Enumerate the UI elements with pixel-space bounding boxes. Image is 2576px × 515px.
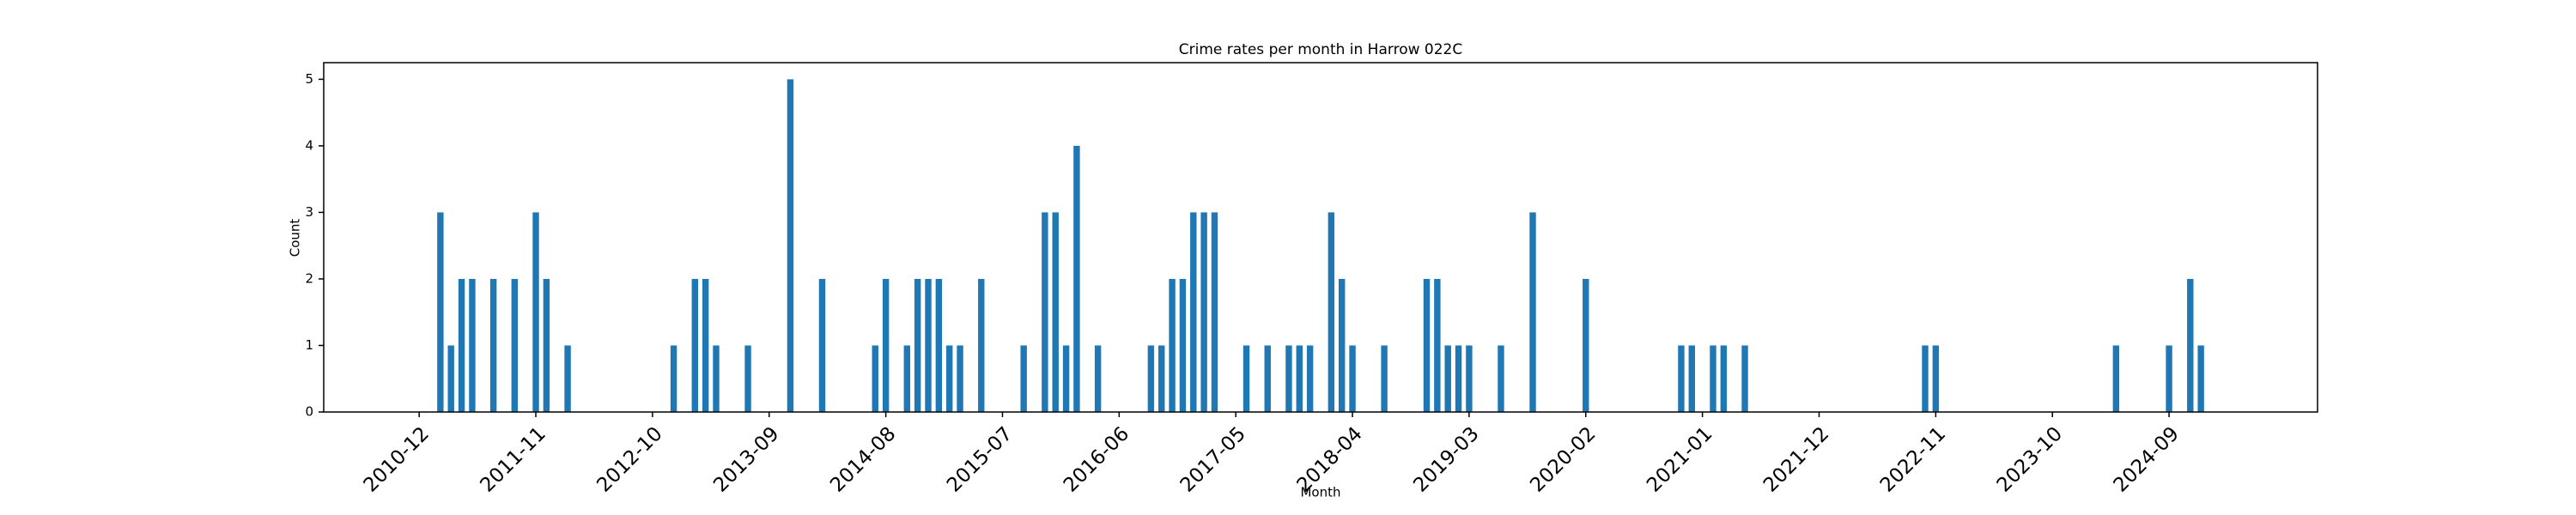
bar: [489, 278, 497, 412]
y-tick-label: 2: [305, 270, 313, 286]
bar: [903, 345, 911, 412]
bar: [1147, 345, 1155, 412]
bar: [1200, 212, 1207, 412]
plot-frame: [323, 62, 2318, 413]
bar: [543, 278, 550, 412]
bar: [978, 278, 985, 412]
bar: [1678, 345, 1685, 412]
bar: [691, 278, 698, 412]
bar: [2187, 278, 2194, 412]
bar: [1932, 345, 1940, 412]
bar: [882, 278, 890, 412]
bar: [1158, 345, 1165, 412]
bar: [935, 278, 943, 412]
bar: [1423, 278, 1431, 412]
bar: [1327, 212, 1335, 412]
bar: [1285, 345, 1292, 412]
bar: [1296, 345, 1303, 412]
bar: [1094, 345, 1102, 412]
bar: [1073, 145, 1080, 412]
bar: [1498, 345, 1504, 412]
bar: [1466, 345, 1473, 412]
y-axis-label: Count: [288, 219, 303, 258]
bar: [564, 345, 571, 412]
bar: [713, 345, 720, 412]
bar: [1349, 345, 1356, 412]
bar: [1179, 278, 1187, 412]
bar: [925, 278, 932, 412]
bar: [1381, 345, 1388, 412]
bar: [1583, 278, 1589, 412]
bar: [1922, 345, 1929, 412]
bar: [1190, 212, 1197, 412]
bar: [1688, 345, 1695, 412]
bar: [670, 345, 677, 412]
y-tick-label: 5: [305, 71, 313, 87]
bar: [1306, 345, 1314, 412]
bar: [1052, 212, 1059, 412]
bar: [1042, 212, 1048, 412]
bar: [2166, 345, 2172, 412]
bar: [1169, 278, 1176, 412]
bar: [946, 345, 953, 412]
bar: [1444, 345, 1451, 412]
bar: [2112, 345, 2120, 412]
bar: [957, 345, 963, 412]
bar: [1062, 345, 1070, 412]
bar: [1455, 345, 1462, 412]
bar: [872, 345, 878, 412]
bar: [1434, 278, 1441, 412]
bar: [1242, 345, 1250, 412]
bar: [437, 212, 444, 412]
x-axis-label: Month: [1300, 485, 1340, 500]
bar: [744, 345, 751, 412]
bar: [511, 278, 519, 412]
bar: [818, 278, 826, 412]
bar: [1211, 212, 1218, 412]
y-tick-label: 3: [305, 204, 313, 220]
bar: [469, 278, 476, 412]
y-tick-label: 0: [305, 404, 313, 420]
bar: [1720, 345, 1728, 412]
bar: [1338, 278, 1346, 412]
y-tick-label: 4: [305, 137, 313, 153]
bar: [1264, 345, 1271, 412]
chart-title: Crime rates per month in Harrow 022C: [1179, 41, 1462, 58]
bar: [447, 345, 454, 412]
bar: [1741, 345, 1748, 412]
y-tick-label: 1: [305, 337, 313, 353]
bar: [787, 79, 794, 412]
bar: [1529, 212, 1536, 412]
bar: [458, 278, 465, 412]
bar: [1710, 345, 1716, 412]
bar: [2197, 345, 2204, 412]
bar: [1020, 345, 1027, 412]
bar: [702, 278, 709, 412]
bar: [914, 278, 921, 412]
bar: [532, 212, 539, 412]
